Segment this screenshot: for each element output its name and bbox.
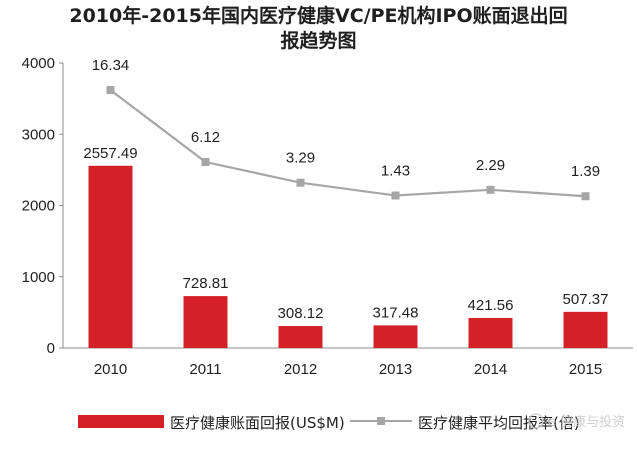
bar: [183, 296, 228, 348]
line-point: [201, 158, 210, 167]
y-tick-label: 4000: [22, 55, 55, 72]
watermark-text: e 健康与投资: [548, 414, 625, 430]
y-tick-label: 3000: [22, 126, 55, 143]
series-line: [109, 89, 586, 198]
line-point: [581, 192, 590, 201]
line-data-label: 1.39: [571, 163, 600, 180]
bar: [88, 165, 133, 348]
bar-data-label: 308.12: [278, 305, 324, 322]
legend-swatch-marker: [377, 417, 385, 425]
x-tick-label: 2013: [379, 361, 412, 378]
line-data-label: 3.29: [286, 150, 315, 167]
x-tick-label: 2011: [189, 361, 221, 378]
watermark-icon: [528, 413, 544, 429]
bar-data-label: 507.37: [563, 291, 609, 308]
line-data-label: 6.12: [191, 129, 220, 146]
bar: [468, 317, 513, 348]
x-tick-label: 2010: [94, 361, 127, 378]
x-tick-label: 2015: [569, 361, 602, 378]
bar: [373, 325, 418, 348]
legend-swatch-bars: [78, 415, 164, 428]
axis-layer: 0 1000 2000 3000 4000 2010 2011 2012 2013 2014 201…: [22, 55, 633, 378]
chart-title: 2010年-2015年国内医疗健康VC/PE机构IPO账面退出回 报趋势图: [0, 4, 637, 54]
line-data-label: 1.43: [381, 163, 410, 180]
bar-data-label: 421.56: [468, 297, 514, 314]
x-tick-label: 2012: [284, 361, 317, 378]
bar-data-label: 728.81: [183, 275, 229, 292]
chart-title-line1: 2010年-2015年国内医疗健康VC/PE机构IPO账面退出回: [69, 5, 568, 27]
line-point: [486, 185, 495, 194]
y-tick-label: 1000: [22, 269, 55, 286]
x-tick-label: 2014: [474, 361, 507, 378]
legend: 医疗健康账面回报(US$M) 医疗健康平均回报率(倍): [78, 414, 580, 432]
watermark: e 健康与投资: [528, 413, 625, 430]
line-data-label: 2.29: [476, 157, 505, 174]
bar-data-label: 317.48: [373, 304, 419, 321]
y-tick-label: 2000: [22, 198, 55, 215]
line-layer: 16.34 6.12 3.29 1.43 2.29 1.39: [92, 57, 600, 201]
line-point: [106, 86, 115, 95]
bar: [278, 326, 323, 348]
legend-label-bars: 医疗健康账面回报(US$M): [170, 414, 345, 432]
line-data-label: 16.34: [92, 57, 130, 74]
y-tick-label: 0: [47, 340, 55, 357]
bar-data-label: 2557.49: [83, 145, 137, 162]
line-point: [391, 191, 400, 200]
line-point: [296, 178, 305, 187]
chart-title-line2: 报趋势图: [280, 30, 357, 52]
bar: [563, 311, 608, 348]
bar-layer: 2557.49 728.81 308.12 317.48 421.56 507.37: [83, 145, 608, 348]
